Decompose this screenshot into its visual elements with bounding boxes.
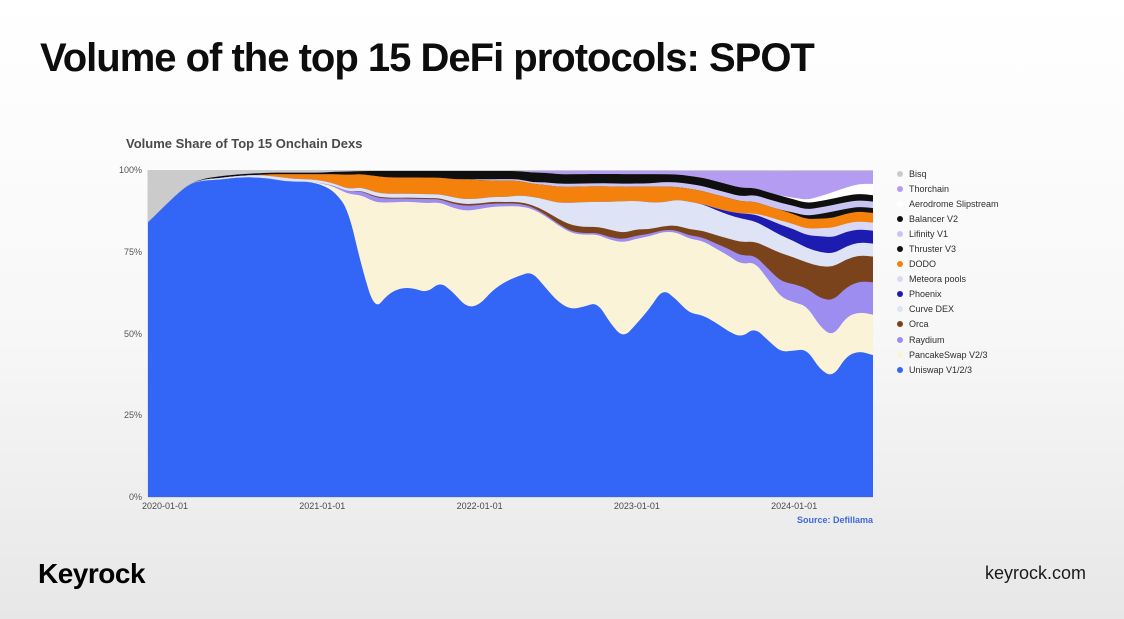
legend-label: Aerodrome Slipstream xyxy=(909,198,999,209)
legend: Bisq Thorchain Aerodrome Slipstream Balance… xyxy=(897,166,999,377)
legend-dot-icon xyxy=(897,200,903,207)
legend-dot-icon xyxy=(897,306,903,313)
legend-item: Curve DEX xyxy=(897,302,999,317)
legend-item: Thorchain xyxy=(897,181,999,196)
legend-dot-icon xyxy=(897,215,903,222)
legend-dot-icon xyxy=(897,246,903,253)
legend-label: Thruster V3 xyxy=(909,244,957,255)
keyrock-logo: Keyrock xyxy=(38,558,146,589)
legend-label: Thorchain xyxy=(909,183,950,194)
legend-dot-icon xyxy=(897,321,903,328)
y-axis-line xyxy=(147,170,148,497)
legend-dot-icon xyxy=(897,261,903,268)
legend-dot-icon xyxy=(897,230,903,237)
legend-dot-icon xyxy=(897,170,903,177)
legend-label: Uniswap V1/2/3 xyxy=(909,364,973,375)
legend-label: Orca xyxy=(909,319,929,330)
area-uniswap-v1-2-3 xyxy=(148,177,873,497)
legend-label: DODO xyxy=(909,259,936,270)
legend-item: Raydium xyxy=(897,332,999,347)
legend-label: Bisq xyxy=(909,168,927,179)
legend-item: PancakeSwap V2/3 xyxy=(897,347,999,362)
x-tick-label: 2024-01-01 xyxy=(771,501,818,511)
legend-label: Raydium xyxy=(909,334,945,345)
stacked-area-plot xyxy=(148,170,873,497)
x-tick-label: 2021-01-01 xyxy=(299,501,346,511)
legend-label: Curve DEX xyxy=(909,304,955,315)
page-title: Volume of the top 15 DeFi protocols: SPO… xyxy=(40,36,815,80)
legend-label: Balancer V2 xyxy=(909,213,959,224)
legend-label: Phoenix xyxy=(909,289,942,300)
legend-item: Bisq xyxy=(897,166,999,181)
x-tick-label: 2023-01-01 xyxy=(613,501,660,511)
legend-dot-icon xyxy=(897,366,903,373)
chart-title: Volume Share of Top 15 Onchain Dexs xyxy=(126,136,363,151)
legend-dot-icon xyxy=(897,276,903,283)
footer-url: keyrock.com xyxy=(984,563,1086,583)
x-tick-label: 2020-01-01 xyxy=(141,501,189,511)
y-tick-label: 100% xyxy=(118,165,142,175)
legend-item: Orca xyxy=(897,317,999,332)
legend-item: Phoenix xyxy=(897,287,999,302)
legend-item: Meteora pools xyxy=(897,272,999,287)
y-tick-label: 25% xyxy=(123,410,142,421)
source-link[interactable]: Source: Defillama xyxy=(796,515,873,525)
legend-item: Aerodrome Slipstream xyxy=(897,196,999,211)
legend-item: Thruster V3 xyxy=(897,241,999,256)
y-tick-label: 75% xyxy=(123,246,142,257)
legend-item: DODO xyxy=(897,257,999,272)
x-tick-label: 2022-01-01 xyxy=(456,501,503,511)
y-tick-label: 0% xyxy=(128,492,142,502)
legend-item: Balancer V2 xyxy=(897,211,999,226)
legend-label: Lifinity V1 xyxy=(909,228,949,239)
legend-dot-icon xyxy=(897,351,903,358)
legend-label: PancakeSwap V2/3 xyxy=(909,349,988,360)
legend-dot-icon xyxy=(897,291,903,298)
legend-dot-icon xyxy=(897,185,903,192)
x-axis-line xyxy=(148,497,873,498)
legend-item: Lifinity V1 xyxy=(897,226,999,241)
legend-item: Uniswap V1/2/3 xyxy=(897,362,999,377)
y-tick-label: 50% xyxy=(123,328,142,339)
legend-dot-icon xyxy=(897,336,903,343)
legend-label: Meteora pools xyxy=(909,274,967,285)
